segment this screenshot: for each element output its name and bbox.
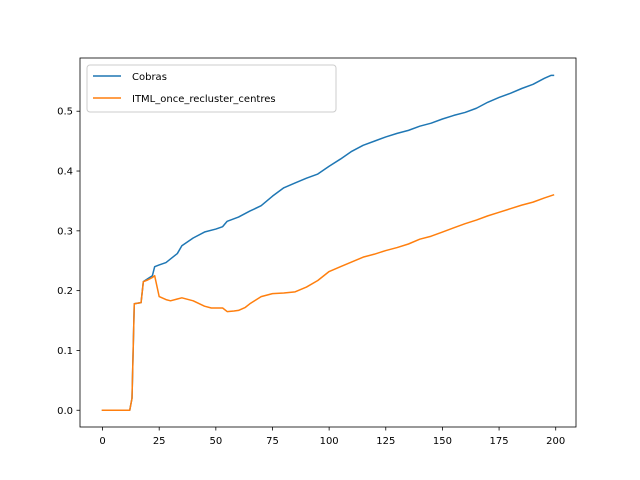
- legend: Cobras ITML_once_recluster_centres: [86, 64, 337, 113]
- x-tick-label: 25: [153, 436, 166, 447]
- x-tick-label: 175: [490, 436, 509, 447]
- legend-box: [86, 64, 337, 113]
- x-tick-label: 200: [546, 436, 565, 447]
- x-tick-label: 125: [376, 436, 395, 447]
- x-tick-label: 100: [320, 436, 339, 447]
- series-line-0: [101, 74, 555, 411]
- plot-frame: [79, 57, 577, 428]
- x-axis-ticks: 0 25 50 75 100 125 150 175 200: [99, 427, 565, 447]
- axes-frame: [79, 57, 577, 428]
- y-tick-label: 0.3: [57, 226, 73, 237]
- x-tick-label: 150: [433, 436, 452, 447]
- x-tick-label: 50: [209, 436, 222, 447]
- y-tick-label: 0.2: [57, 286, 73, 297]
- x-tick-label: 0: [99, 436, 105, 447]
- y-tick-label: 0.5: [57, 107, 73, 118]
- y-axis-ticks: 0.0 0.1 0.2 0.3 0.4 0.5: [57, 107, 80, 417]
- series-line-1: [101, 194, 555, 411]
- series-layer: [101, 74, 555, 411]
- y-tick-label: 0.1: [57, 346, 73, 357]
- y-tick-label: 0.4: [57, 167, 73, 178]
- x-tick-label: 75: [266, 436, 279, 447]
- legend-label-1: ITML_once_recluster_centres: [132, 94, 276, 105]
- y-tick-label: 0.0: [57, 406, 73, 417]
- legend-label-0: Cobras: [132, 72, 167, 83]
